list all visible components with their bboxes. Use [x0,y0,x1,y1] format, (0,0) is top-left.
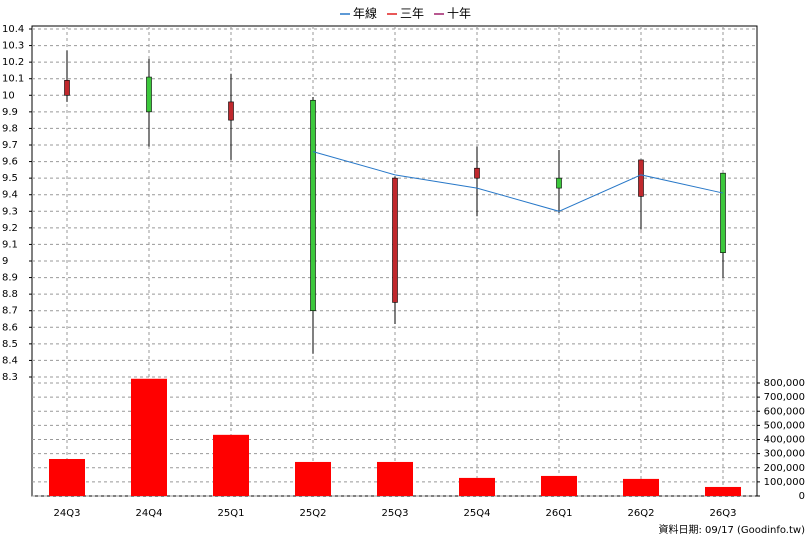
y2-tick-label: 800,000 [764,378,805,389]
candle-body [638,159,644,197]
legend-label: 十年 [447,7,471,21]
y-tick-label: 10 [2,90,15,101]
volume-bar [377,461,413,496]
x-tick-label: 25Q4 [464,508,491,519]
y-tick-label: 8.6 [2,322,18,333]
y2-tick-label: 100,000 [764,477,805,488]
y-tick-label: 9.7 [2,140,18,151]
x-tick-label: 26Q1 [546,508,573,519]
y2-tick-label: 300,000 [764,449,805,460]
y2-tick-label: 400,000 [764,435,805,446]
y-tick-label: 9.4 [2,190,18,201]
volume-bar [213,434,249,496]
volume-bar [49,458,85,496]
y-tick-label: 8.8 [2,289,18,300]
candle-body [64,80,70,96]
y2-tick-label: 0 [799,491,805,502]
volume-bar [131,378,167,496]
y2-tick-label: 500,000 [764,420,805,431]
candle-body [146,76,152,113]
y-tick-label: 9.5 [2,173,18,184]
volume-bar [459,477,495,496]
x-tick-label: 26Q3 [710,508,737,519]
candle-body [556,177,562,189]
line-series [312,151,724,212]
x-tick-label: 26Q2 [628,508,655,519]
y-tick-label: 8.3 [2,372,18,383]
legend-label: 年線 [353,6,377,21]
legend-label: 三年 [400,7,424,21]
volume-bar [623,478,659,496]
y-tick-label: 8.5 [2,339,18,350]
y-tick-label: 8.7 [2,306,18,317]
y2-tick-label: 700,000 [764,392,805,403]
candle-body [720,172,726,254]
x-tick-label: 24Q4 [136,508,163,519]
y-tick-label: 9.1 [2,239,18,250]
candle-body [392,177,398,303]
volume-bar [541,475,577,496]
candle-body [474,167,480,179]
volume-bar [295,461,331,496]
y-tick-label: 10.3 [2,41,24,52]
y-tick-label: 9.8 [2,123,18,134]
y-tick-label: 10.2 [2,57,24,68]
volume-bar [705,486,741,496]
y-tick-label: 9.2 [2,223,18,234]
y2-tick-label: 600,000 [764,406,805,417]
source-note: 資料日期: 09/17 (Goodinfo.tw) [658,523,805,536]
y-tick-label: 9.9 [2,107,18,118]
y-tick-label: 8.9 [2,273,18,284]
x-tick-label: 25Q2 [300,508,327,519]
y-tick-label: 9.6 [2,157,18,168]
y-tick-label: 10.4 [2,24,24,35]
x-tick-label: 25Q1 [218,508,245,519]
x-tick-label: 24Q3 [54,508,81,519]
y-tick-label: 10.1 [2,74,24,85]
y-tick-label: 9 [2,256,8,267]
candle-body [310,99,316,312]
candle-body [228,101,234,121]
y2-tick-label: 200,000 [764,463,805,474]
y-tick-label: 9.3 [2,206,18,217]
x-tick-label: 25Q3 [382,508,409,519]
y-tick-label: 8.4 [2,355,18,366]
